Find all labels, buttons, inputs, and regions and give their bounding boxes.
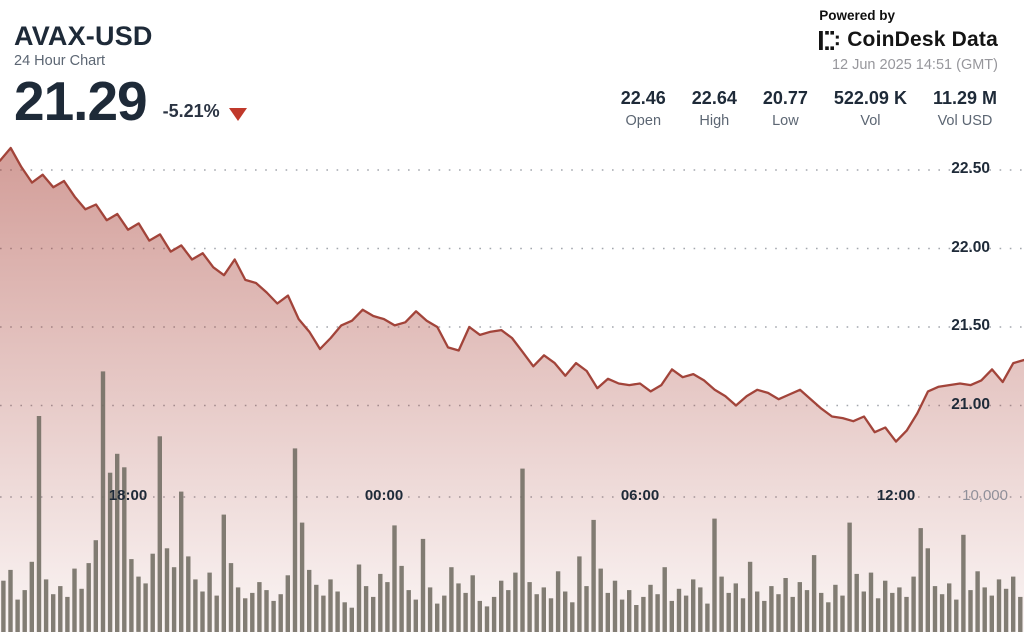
y-axis-price-label: 21.00	[951, 395, 990, 413]
price-row: 21.29 -5.21%	[14, 70, 247, 133]
y-axis-price-label: 21.50	[951, 317, 990, 334]
x-axis-time-label: 00:00	[364, 487, 404, 504]
stat-label: High	[699, 113, 730, 129]
coindesk-logo-icon	[819, 30, 840, 51]
stat-volume: 522.09 K Vol	[821, 88, 920, 129]
down-triangle-icon	[228, 108, 247, 122]
stat-value: 11.29 M	[932, 88, 997, 108]
brand-name: CoinDesk Data	[847, 28, 998, 51]
stat-value: 20.77	[762, 88, 808, 108]
symbol-title: AVAX-USD	[14, 21, 153, 51]
chart-canvas[interactable]	[0, 140, 1024, 632]
y-axis-price-label: 22.50	[951, 160, 990, 177]
x-axis-time-label: 06:00	[620, 487, 660, 504]
stat-value: 522.09 K	[833, 88, 907, 108]
stat-value: 22.46	[620, 88, 666, 108]
stat-volume-usd: 11.29 M Vol USD	[920, 88, 1010, 129]
stat-open: 22.46 Open	[608, 88, 679, 129]
current-price: 21.29	[14, 70, 148, 133]
price-change-percent: -5.21%	[162, 101, 220, 122]
powered-by-label: Powered by	[819, 8, 895, 23]
x-axis-time-label: 18:00	[108, 487, 148, 504]
price-volume-chart[interactable]: 22.50 22.00 21.50 21.00 10,000 18:00 00:00 06:0…	[0, 140, 1024, 632]
stats-row: 22.46 Open 22.64 High 20.77 Low 522.09 K…	[608, 88, 1010, 129]
timestamp: 12 Jun 2025 14:51 (GMT)	[831, 57, 998, 73]
header-right: Powered by CoinDesk Data 12 Jun 202	[819, 8, 998, 73]
stat-label: Open	[625, 113, 662, 129]
chart-range-subtitle: 24 Hour Chart	[14, 53, 106, 70]
y-axis-volume-label: 10,000	[962, 487, 1008, 504]
header-left: AVAX-USD 24 Hour Chart 21.29 -5.21%	[14, 21, 247, 133]
y-axis-price-label: 22.00	[951, 238, 990, 256]
x-axis-time-label: 12:00	[876, 487, 916, 504]
stat-label: Vol	[860, 113, 881, 129]
stat-label: Vol USD	[937, 113, 993, 129]
brand-row: CoinDesk Data	[819, 28, 998, 52]
stat-high: 22.64 High	[679, 88, 750, 129]
stat-label: Low	[772, 113, 799, 129]
stat-low: 20.77 Low	[750, 88, 821, 129]
stat-value: 22.64	[691, 88, 737, 108]
